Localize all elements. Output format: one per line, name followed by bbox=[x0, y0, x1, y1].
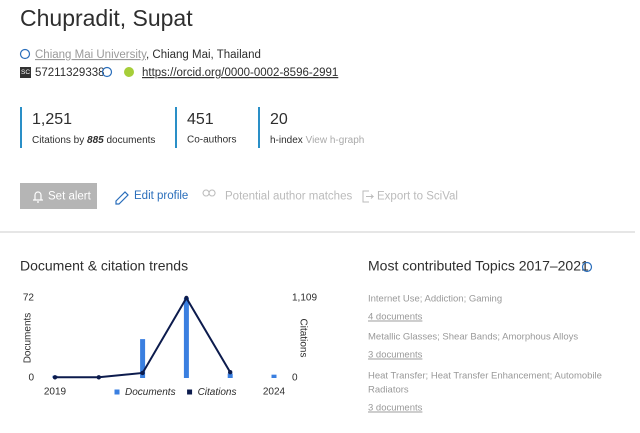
people-icon bbox=[202, 189, 216, 197]
metric-value: 451 bbox=[187, 111, 214, 128]
label-part: documents bbox=[104, 135, 156, 146]
bell-icon bbox=[33, 191, 43, 203]
label-count[interactable]: 885 bbox=[87, 135, 104, 146]
scopus-badge bbox=[20, 67, 31, 78]
y-tick-label: 1,109 bbox=[292, 293, 317, 304]
export-icon bbox=[362, 190, 375, 203]
y-tick-label: 0 bbox=[28, 373, 34, 384]
y-tick-label: 0 bbox=[292, 373, 298, 384]
metric-value: 20 bbox=[270, 111, 288, 128]
x-tick-label: 2019 bbox=[44, 387, 67, 398]
metrics: 1,251 Citations by 885 documents 451 Co-… bbox=[20, 107, 364, 148]
legend-swatch bbox=[114, 389, 120, 395]
y-tick-label: 72 bbox=[23, 293, 35, 304]
actions: Set alert Edit profile Potential author … bbox=[20, 183, 458, 209]
x-tick-label: 2024 bbox=[263, 387, 286, 398]
badge-text: SC bbox=[21, 69, 30, 76]
bar bbox=[227, 373, 233, 378]
point bbox=[140, 370, 145, 376]
topic-documents[interactable]: 3 documents bbox=[368, 350, 423, 361]
legend-label: Citations bbox=[198, 387, 237, 398]
bar bbox=[271, 374, 277, 378]
info-icon[interactable] bbox=[581, 261, 593, 273]
scopus-id: 57211329338 bbox=[35, 67, 105, 79]
legend-swatch bbox=[187, 389, 193, 395]
label-part: h-index bbox=[270, 135, 303, 146]
point bbox=[184, 295, 189, 301]
topic-name[interactable]: Radiators bbox=[368, 385, 409, 396]
chart-title: Document & citation trends bbox=[20, 258, 188, 274]
point bbox=[228, 370, 233, 375]
topic-name[interactable]: Internet Use; Addiction; Gaming bbox=[368, 294, 502, 305]
topics-title: Most contributed Topics 2017–2021 bbox=[368, 258, 589, 274]
topic-name[interactable]: Heat Transfer; Heat Transfer Enhancement… bbox=[368, 371, 602, 382]
topics: Internet Use; Addiction; Gaming 4 docume… bbox=[368, 294, 602, 414]
affiliation: Chiang Mai University, Chiang Mai, Thail… bbox=[35, 49, 261, 61]
orcid-icon bbox=[124, 67, 134, 77]
author-name: Chupradit, Supat bbox=[20, 5, 193, 31]
set-alert-button[interactable] bbox=[20, 183, 97, 209]
export-scival[interactable]: Export to SciVal bbox=[377, 191, 458, 203]
metric-label: h-index View h-graph bbox=[270, 135, 364, 146]
point bbox=[52, 375, 58, 380]
bar bbox=[140, 339, 146, 378]
pencil-icon bbox=[115, 191, 129, 205]
topic-documents[interactable]: 3 documents bbox=[368, 403, 423, 414]
edit-profile[interactable]: Edit profile bbox=[134, 190, 188, 202]
location: , Chiang Mai, Thailand bbox=[146, 49, 261, 61]
point bbox=[96, 375, 102, 380]
topic-documents[interactable]: 4 documents bbox=[368, 312, 423, 323]
y2-axis-label: Citations bbox=[297, 319, 308, 358]
button-label: Set alert bbox=[48, 191, 92, 203]
legend-label: Documents bbox=[125, 387, 176, 398]
affiliation-link[interactable]: Chiang Mai University bbox=[35, 49, 147, 61]
y-axis-label: Documents bbox=[23, 313, 34, 364]
author-matches[interactable]: Potential author matches bbox=[225, 191, 352, 203]
metric-bar bbox=[20, 107, 22, 148]
metric-label: Citations by 885 documents bbox=[32, 135, 155, 146]
h-graph-link[interactable]: View h-graph bbox=[306, 135, 365, 146]
metric-value: 1,251 bbox=[32, 111, 72, 128]
metric-label: Co-authors bbox=[187, 135, 236, 146]
metric-bar bbox=[175, 107, 177, 148]
metric-bar bbox=[258, 107, 260, 148]
info-icon[interactable] bbox=[19, 48, 31, 60]
topic-name[interactable]: Metallic Glasses; Shear Bands; Amorphous… bbox=[368, 332, 578, 343]
label-part: Citations by bbox=[32, 135, 87, 146]
bar bbox=[183, 298, 189, 378]
orcid-link[interactable]: https://orcid.org/0000-0002-8596-2991 bbox=[142, 67, 338, 79]
info-icon[interactable] bbox=[101, 66, 113, 78]
